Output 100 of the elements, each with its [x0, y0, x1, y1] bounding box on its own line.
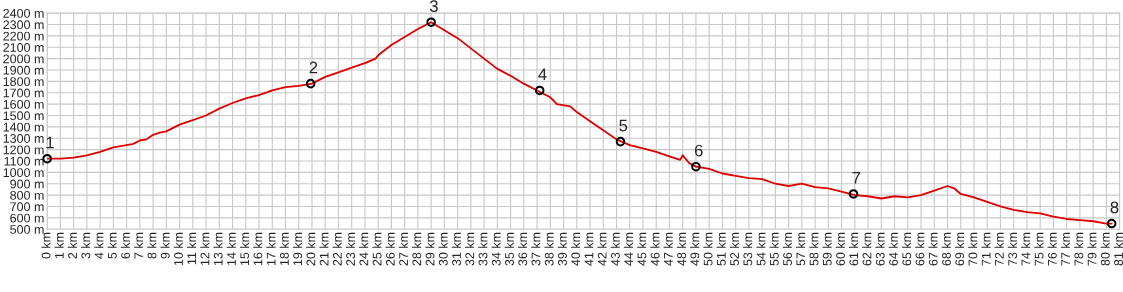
x-tick-label: 77 km [1060, 232, 1070, 266]
x-tick-label: 33 km [478, 232, 488, 266]
x-tick-label: 62 km [862, 232, 872, 266]
x-tick-label: 55 km [769, 232, 779, 266]
y-tick-label: 1700 m [3, 88, 44, 98]
x-tick-label: 41 km [584, 232, 594, 266]
x-tick-label: 52 km [729, 232, 740, 266]
y-tick-label: 700 m [10, 202, 44, 212]
x-tick-label: 7 km [134, 232, 144, 259]
x-tick-label: 43 km [610, 232, 620, 266]
y-tick-label: 1500 m [3, 111, 44, 121]
x-tick-label: 10 km [173, 232, 183, 266]
x-tick-label: 14 km [226, 232, 236, 266]
x-tick-label: 64 km [888, 232, 898, 266]
x-tick-label: 67 km [928, 232, 938, 266]
x-tick-label: 30 km [438, 232, 448, 266]
x-tick-label: 49 km [690, 232, 700, 266]
x-tick-label: 68 km [941, 232, 951, 266]
annotation: 3 [429, 0, 438, 12]
y-tick-label: 1200 m [3, 145, 44, 155]
x-tick-label: 57 km [796, 232, 806, 266]
x-tick-label: 32 km [465, 232, 475, 266]
y-tick-label: 1400 m [3, 122, 44, 132]
x-tick-label: 61 km [849, 232, 859, 266]
x-tick-label: 80 km [1100, 232, 1110, 266]
x-tick-label: 8 km [147, 232, 157, 259]
x-tick-label: 40 km [570, 232, 581, 266]
x-tick-label: 59 km [822, 232, 832, 266]
x-tick-label: 34 km [491, 232, 501, 266]
x-tick-label: 29 km [425, 232, 435, 266]
x-tick-label: 65 km [901, 232, 912, 266]
x-tick-label: 25 km [372, 232, 382, 266]
x-tick-label: 48 km [676, 232, 687, 266]
x-tick-label: 78 km [1074, 232, 1084, 266]
x-tick-label: 72 km [994, 232, 1004, 266]
annotation: 4 [538, 68, 547, 81]
y-tick-label: 800 m [10, 190, 44, 200]
annotation: 7 [852, 172, 861, 184]
x-tick-label: 53 km [743, 232, 753, 266]
x-tick-label: 35 km [504, 232, 514, 266]
x-tick-label: 0 km [41, 232, 51, 259]
y-tick-label: 1300 m [3, 134, 44, 143]
x-tick-label: 69 km [954, 232, 965, 266]
x-tick-label: 63 km [875, 232, 885, 266]
y-tick-label: 2100 m [3, 43, 44, 52]
x-tick-label: 39 km [557, 232, 567, 266]
y-tick-label: 1000 m [3, 168, 44, 178]
x-tick-label: 11 km [186, 232, 197, 265]
x-tick-label: 71 km [981, 232, 991, 266]
annotation: 6 [694, 144, 703, 157]
y-tick-label: 2200 m [3, 31, 44, 41]
x-tick-label: 13 km [213, 232, 223, 266]
x-tick-label: 38 km [544, 232, 554, 266]
y-tick-label: 2300 m [3, 20, 44, 30]
y-tick-label: 2400 m [3, 8, 44, 18]
x-tick-label: 58 km [809, 232, 819, 266]
x-tick-label: 24 km [359, 232, 369, 266]
annotation: 8 [1110, 201, 1119, 214]
y-tick-label: 600 m [10, 213, 44, 223]
x-tick-label: 19 km [292, 232, 303, 266]
x-tick-label: 23 km [345, 232, 356, 266]
x-tick-label: 75 km [1034, 232, 1044, 266]
x-tick-label: 17 km [266, 232, 276, 266]
x-tick-label: 2 km [67, 232, 77, 259]
annotation: 1 [46, 136, 54, 149]
x-tick-label: 56 km [782, 232, 792, 266]
x-tick-label: 26 km [385, 232, 395, 266]
x-tick-label: 42 km [597, 232, 607, 266]
x-tick-label: 12 km [200, 232, 210, 266]
x-tick-label: 50 km [703, 232, 713, 266]
annotation: 2 [309, 61, 318, 74]
x-tick-label: 15 km [239, 232, 250, 266]
x-tick-label: 54 km [756, 232, 766, 266]
x-tick-label: 36 km [517, 232, 528, 266]
x-tick-label: 47 km [663, 232, 673, 266]
x-tick-label: 76 km [1047, 232, 1057, 266]
x-tick-label: 46 km [650, 232, 660, 266]
x-tick-label: 3 km [81, 232, 91, 259]
y-tick-label: 1800 m [3, 77, 44, 87]
y-tick-label: 500 m [10, 225, 44, 234]
x-tick-label: 66 km [915, 232, 925, 266]
y-tick-label: 1100 m [4, 156, 44, 166]
x-tick-label: 70 km [968, 232, 978, 266]
x-tick-label: 60 km [835, 232, 845, 266]
y-tick-label: 1900 m [3, 65, 44, 75]
x-tick-label: 9 km [160, 232, 170, 259]
x-tick-label: 22 km [332, 232, 342, 266]
x-tick-label: 6 km [120, 232, 130, 259]
x-tick-label: 20 km [306, 232, 316, 266]
x-tick-label: 74 km [1021, 232, 1031, 266]
x-tick-label: 45 km [637, 232, 647, 266]
x-tick-label: 27 km [398, 232, 408, 266]
x-tick-label: 73 km [1007, 232, 1018, 266]
x-tick-label: 18 km [279, 232, 289, 266]
x-tick-label: 16 km [253, 232, 263, 266]
x-tick-label: 1 km [54, 232, 64, 259]
x-tick-label: 21 km [319, 232, 329, 266]
x-tick-label: 37 km [531, 232, 541, 266]
x-tick-label: 81 km [1113, 232, 1123, 266]
annotation: 5 [619, 119, 628, 132]
